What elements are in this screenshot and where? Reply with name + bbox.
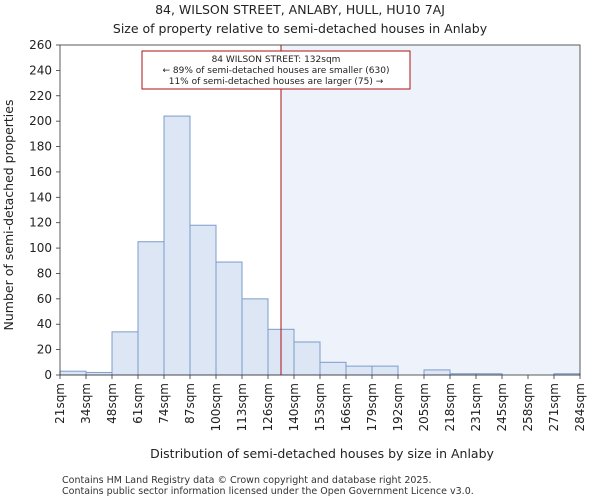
annotation-line-2: ← 89% of semi-detached houses are smalle… <box>163 66 390 76</box>
x-tick-label-34sqm: 34sqm <box>79 383 93 424</box>
bar-140sqm <box>293 341 321 376</box>
y-tick-label-40: 40 <box>37 317 52 331</box>
x-tick-label-179sqm: 179sqm <box>365 383 379 431</box>
bar-87sqm <box>189 224 217 376</box>
y-tick-label-160: 160 <box>29 165 52 179</box>
annotation-line-3: 11% of semi-detached houses are larger (… <box>169 77 384 87</box>
y-tick-label-60: 60 <box>37 292 52 306</box>
bar-205sqm <box>423 369 451 376</box>
y-tick-label-0: 0 <box>44 368 52 382</box>
x-tick-label-205sqm: 205sqm <box>417 383 431 431</box>
y-tick-label-140: 140 <box>29 190 52 204</box>
x-axis-label: Distribution of semi-detached houses by … <box>150 446 494 461</box>
x-tick-label-258sqm: 258sqm <box>521 383 535 431</box>
bar-179sqm <box>371 365 399 376</box>
x-tick-label-48sqm: 48sqm <box>105 383 119 424</box>
bar-74sqm <box>163 115 191 376</box>
x-tick-label-61sqm: 61sqm <box>131 383 145 424</box>
x-tick-label-100sqm: 100sqm <box>209 383 223 431</box>
footer-copyright: Contains HM Land Registry data © Crown c… <box>62 475 432 486</box>
annotation-box <box>141 50 411 90</box>
y-tick-label-220: 220 <box>29 89 52 103</box>
bar-21sqm <box>59 370 87 376</box>
x-tick-label-231sqm: 231sqm <box>469 383 483 431</box>
footer-licence: Contains public sector information licen… <box>62 486 474 497</box>
chart-subtitle: Size of property relative to semi-detach… <box>113 21 488 36</box>
y-tick-label-100: 100 <box>29 241 52 255</box>
x-tick-label-284sqm: 284sqm <box>573 383 587 431</box>
y-tick-label-80: 80 <box>37 266 52 280</box>
bar-61sqm <box>137 241 165 376</box>
x-tick-label-192sqm: 192sqm <box>391 383 405 431</box>
bar-48sqm <box>111 331 139 376</box>
y-axis-label: Number of semi-detached properties <box>1 100 16 331</box>
y-tick-label-180: 180 <box>29 140 52 154</box>
chart-title: 84, WILSON STREET, ANLABY, HULL, HU10 7A… <box>155 2 445 17</box>
x-tick-label-153sqm: 153sqm <box>313 383 327 431</box>
x-tick-label-113sqm: 113sqm <box>235 383 249 431</box>
x-tick-label-87sqm: 87sqm <box>183 383 197 424</box>
y-tick-label-120: 120 <box>29 216 52 230</box>
bar-153sqm <box>319 361 347 376</box>
plot-area: 0 20 40 60 80 100 120 140 160 180 200 220 240 260 21sq… <box>29 38 587 431</box>
x-tick-label-21sqm: 21sqm <box>53 383 67 424</box>
bar-113sqm <box>241 298 269 376</box>
larger-region-shade <box>281 45 580 375</box>
x-tick-label-271sqm: 271sqm <box>547 383 561 431</box>
y-tick-label-200: 200 <box>29 114 52 128</box>
y-tick-label-240: 240 <box>29 63 52 77</box>
x-tick-label-218sqm: 218sqm <box>443 383 457 431</box>
x-tick-label-140sqm: 140sqm <box>287 383 301 431</box>
x-tick-label-126sqm: 126sqm <box>261 383 275 431</box>
bar-100sqm <box>215 261 243 376</box>
x-tick-label-166sqm: 166sqm <box>339 383 353 431</box>
y-tick-label-20: 20 <box>37 343 52 357</box>
bar-166sqm <box>345 365 373 376</box>
annotation-line-1: 84 WILSON STREET: 132sqm <box>212 55 341 65</box>
x-tick-label-74sqm: 74sqm <box>157 383 171 424</box>
y-tick-label-260: 260 <box>29 38 52 52</box>
x-tick-label-245sqm: 245sqm <box>495 383 509 431</box>
